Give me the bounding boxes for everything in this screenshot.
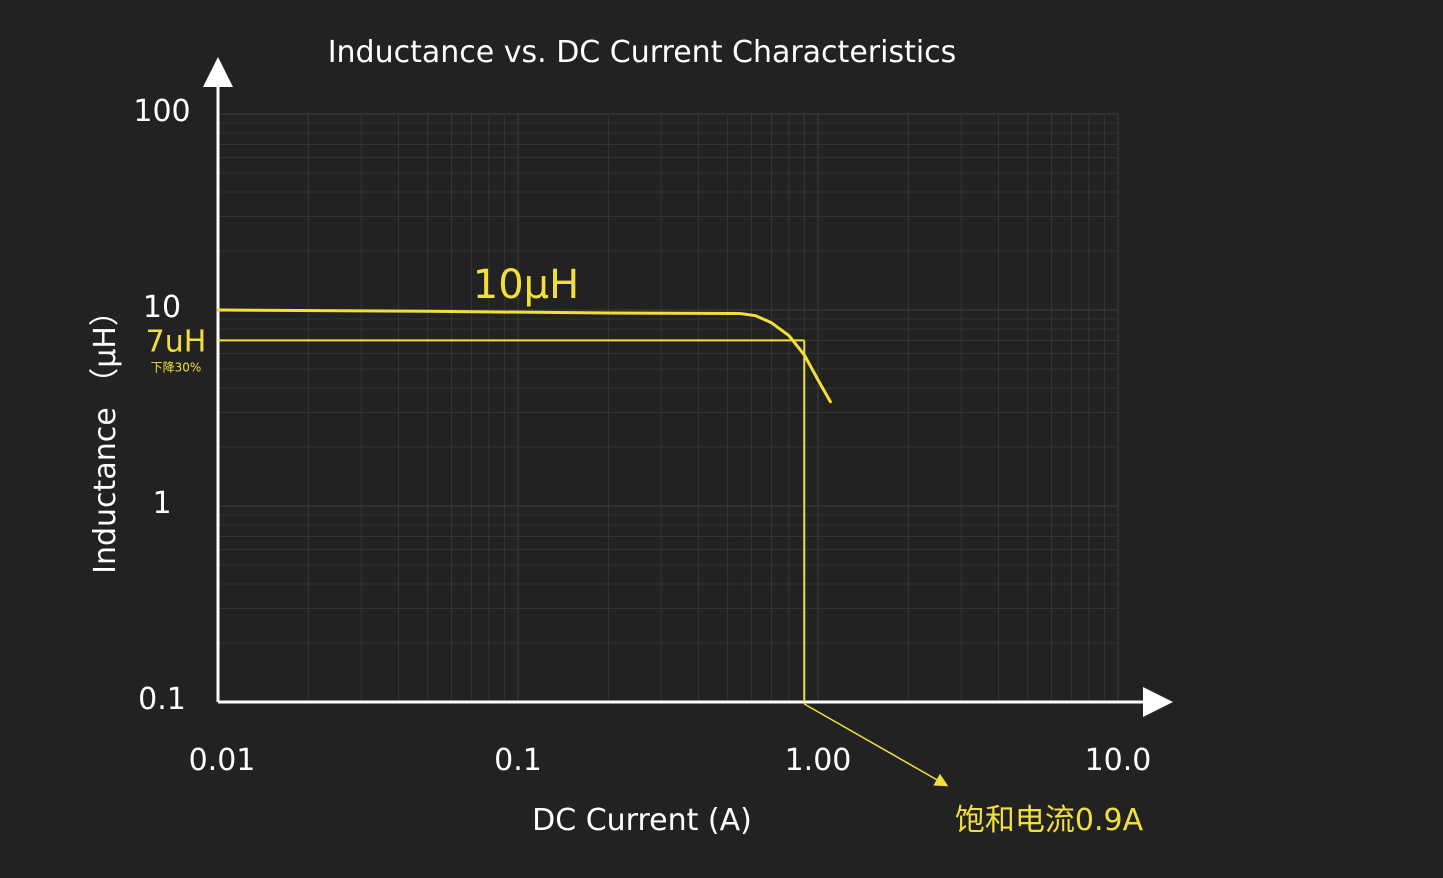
threshold-sublabel: 下降30% bbox=[151, 360, 202, 374]
saturation-label: 饱和电流0.9A bbox=[955, 803, 1144, 838]
grid bbox=[217, 113, 1119, 703]
chart-title: Inductance vs. DC Current Characteristic… bbox=[328, 35, 957, 70]
y-axis-label: Inductance （μH） bbox=[88, 296, 123, 574]
x-axis-label: DC Current (A) bbox=[532, 803, 752, 838]
axes bbox=[203, 57, 1173, 717]
x-tick-label: 10.0 bbox=[1085, 743, 1152, 778]
x-tick-label: 0.01 bbox=[189, 743, 256, 778]
x-tick-label: 0.1 bbox=[494, 743, 542, 778]
y-tick-label: 10 bbox=[143, 290, 181, 325]
series-line-10uH bbox=[216, 308, 832, 404]
series-layer: 10μH bbox=[216, 262, 832, 404]
x-tick-label: 1.00 bbox=[785, 743, 852, 778]
threshold-label: 7uH bbox=[146, 324, 207, 359]
y-tick-label: 0.1 bbox=[138, 682, 186, 717]
series-label: 10μH bbox=[473, 262, 579, 308]
y-tick-label: 100 bbox=[133, 94, 190, 129]
saturation-pointer-arrow bbox=[803, 703, 949, 787]
y-tick-label: 1 bbox=[152, 486, 171, 521]
